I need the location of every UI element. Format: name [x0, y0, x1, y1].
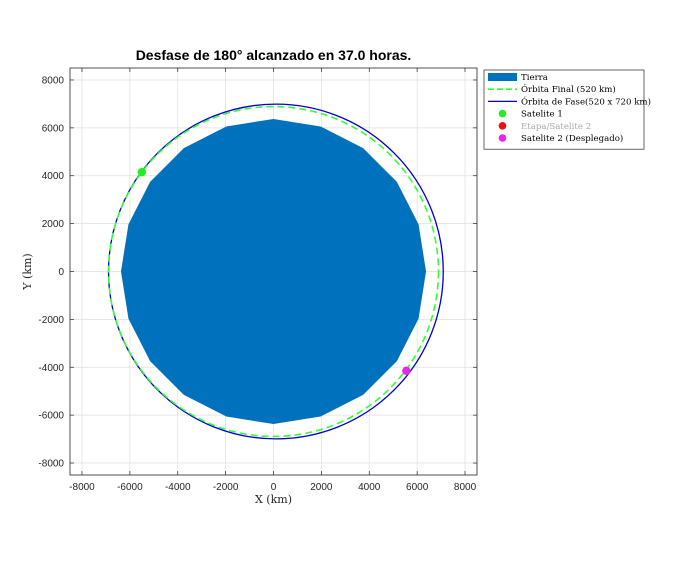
satellite-1-marker: [137, 167, 147, 177]
x-tick-label: -2000: [213, 482, 239, 493]
y-tick-label: -6000: [38, 411, 64, 422]
x-tick-label: -6000: [117, 482, 143, 493]
legend-marker-dot: [498, 134, 507, 142]
x-tick-label: -8000: [69, 482, 95, 493]
legend-earth-swatch: [488, 73, 517, 81]
y-tick-label: 0: [58, 267, 64, 278]
legend-marker-dot: [498, 109, 507, 118]
earth-polygon: [120, 118, 427, 425]
x-axis-label: X (km): [255, 493, 292, 506]
legend-entry-label: Órbita Final (520 km): [521, 83, 616, 95]
axis-ticks: -8000 -6000 -4000 -2000 0 2000 4000 6000 8000 -80…: [38, 68, 477, 493]
y-tick-label: 2000: [42, 219, 65, 230]
legend-entry-label: Etapa/Satelite 2: [521, 122, 591, 132]
chart-title: Desfase de 180° alcanzado en 37.0 horas.: [136, 47, 412, 63]
legend-entry-label: Satelite 2 (Desplegado): [521, 133, 623, 144]
x-tick-label: 8000: [454, 482, 477, 493]
plot-area: [107, 103, 444, 440]
x-tick-label: 2000: [310, 482, 333, 493]
legend-entry-label: Órbita de Fase(520 x 720 km): [521, 95, 651, 107]
legend-entry-label: Satelite 1: [521, 110, 563, 120]
y-tick-label: -2000: [38, 315, 64, 326]
satellite-2-marker: [402, 366, 411, 376]
legend-box: [483, 69, 645, 150]
legend-entry-label: Tierra: [521, 73, 548, 83]
x-tick-label: -4000: [165, 482, 191, 493]
y-axis-label: Y (km): [21, 253, 34, 290]
legend-marker-dot: [498, 122, 507, 130]
y-tick-label: -8000: [38, 459, 64, 470]
x-tick-label: 4000: [358, 482, 381, 493]
y-tick-label: 8000: [42, 75, 65, 86]
y-tick-label: 6000: [42, 123, 65, 134]
x-tick-label: 0: [271, 482, 277, 493]
y-tick-label: 4000: [42, 171, 65, 182]
final-orbit-line: [107, 105, 440, 438]
x-tick-label: 6000: [406, 482, 429, 493]
y-tick-label: -4000: [38, 363, 64, 374]
